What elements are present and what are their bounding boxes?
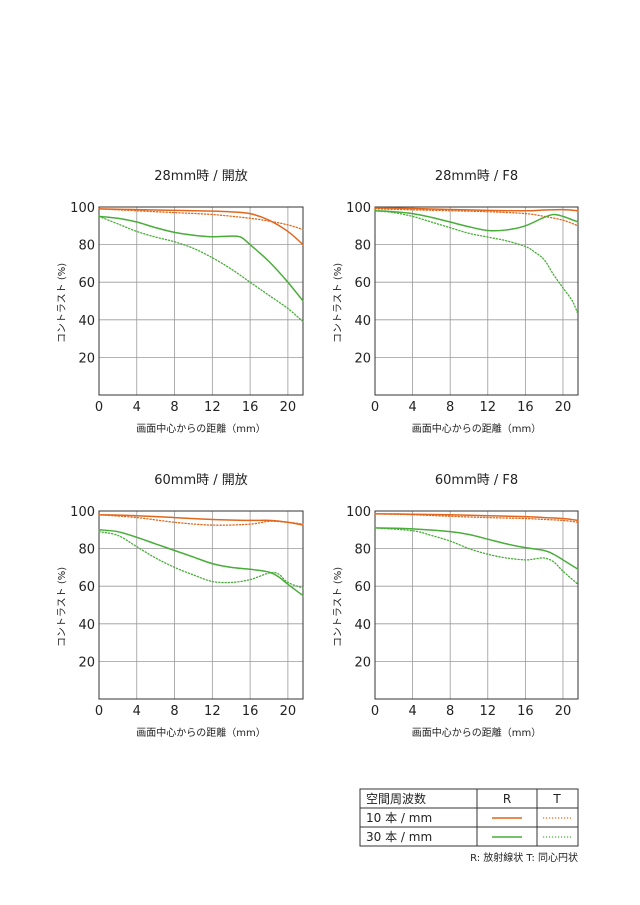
chart-title: 28mm時 / 開放	[154, 169, 248, 184]
legend-row-10: 10 本 / mm	[366, 811, 432, 825]
y-tick-label: 20	[78, 655, 95, 670]
mtf-chart: 28mm時 / 開放 0 4 8 12 16 20 20 40 60 80 100 画面中心からの距離（…	[56, 169, 304, 435]
x-tick-label: 12	[204, 704, 221, 719]
y-tick-label: 100	[70, 201, 95, 216]
series-line: 10本/mm R	[98, 208, 304, 246]
y-tick-label: 60	[78, 580, 95, 595]
series-line: 10本/mm R	[374, 207, 579, 212]
x-tick-label: 16	[242, 400, 259, 415]
x-tick-label: 16	[517, 704, 534, 719]
plot-frame	[374, 206, 579, 396]
plot-frame	[98, 510, 304, 700]
y-tick-label: 40	[78, 618, 95, 633]
x-tick-label: 0	[95, 400, 103, 415]
x-tick-label: 8	[170, 400, 178, 415]
y-tick-label: 100	[346, 505, 371, 520]
y-tick-label: 60	[354, 276, 371, 291]
x-tick-label: 4	[133, 704, 141, 719]
x-axis-label: 画面中心からの距離（mm）	[136, 726, 265, 739]
series-line: 30本/mm R	[374, 210, 579, 232]
legend-border	[359, 788, 579, 847]
series-line: 10本/mm R	[98, 514, 304, 526]
y-tick-label: 60	[78, 276, 95, 291]
legend-note: R: 放射線状 T: 同心円状	[470, 851, 578, 864]
x-tick-label: 0	[371, 400, 379, 415]
y-tick-label: 40	[78, 314, 95, 329]
mtf-chart: 60mm時 / 開放 0 4 8 12 16 20 20 40 60 80 100 画面中心からの距離（…	[56, 473, 304, 739]
series-line: 10本/mm T	[98, 514, 304, 526]
chart-grid: 28mm時 / 開放0 4 8 12 16 2020406080100画面中心からの距離（…	[56, 169, 579, 739]
y-axis-label: コントラスト (%)	[56, 567, 68, 647]
series-line: 30本/mm T	[374, 210, 579, 315]
x-tick-label: 8	[446, 400, 454, 415]
x-tick-label: 16	[242, 704, 259, 719]
x-tick-label: 4	[408, 704, 416, 719]
y-tick-label: 80	[78, 543, 95, 558]
x-tick-label: 0	[95, 704, 103, 719]
series-line: 30本/mm R	[374, 527, 579, 571]
legend-row-30: 30 本 / mm	[366, 830, 432, 844]
y-tick-label: 100	[70, 505, 95, 520]
x-tick-label: 20	[555, 400, 572, 415]
mtf-chart: 28mm時 / F8 0 4 8 12 16 20 20 40 60 80 100 画面中心からの距離（…	[332, 169, 579, 435]
x-tick-label: 20	[280, 704, 297, 719]
x-tick-label: 0	[371, 704, 379, 719]
x-tick-label: 20	[555, 704, 572, 719]
series-line: 10本/mm T	[98, 208, 304, 231]
plot-frame	[98, 206, 304, 396]
x-tick-label: 4	[408, 400, 416, 415]
x-tick-label: 12	[480, 400, 497, 415]
x-axis-label: 画面中心からの距離（mm）	[412, 422, 541, 435]
series-line: 10本/mm R	[374, 513, 579, 522]
y-axis-label: コントラスト (%)	[56, 263, 68, 343]
series-line: 30本/mm T	[374, 527, 579, 585]
y-tick-label: 20	[354, 351, 371, 366]
y-tick-label: 80	[354, 239, 371, 254]
legend-header: 空間周波数	[366, 791, 426, 806]
legend-col-r: R	[503, 792, 511, 806]
x-axis-label: 画面中心からの距離（mm）	[136, 422, 265, 435]
series-line: 30本/mm R	[98, 215, 304, 302]
plot-frame	[374, 510, 579, 700]
series-line: 30本/mm R	[98, 529, 304, 597]
x-axis-label: 画面中心からの距離（mm）	[412, 726, 541, 739]
y-axis-label: コントラスト (%)	[332, 263, 344, 343]
x-tick-label: 20	[280, 400, 297, 415]
y-tick-label: 60	[354, 580, 371, 595]
chart-title: 60mm時 / F8	[435, 473, 518, 488]
x-tick-label: 12	[480, 704, 497, 719]
x-tick-label: 12	[204, 400, 221, 415]
x-tick-label: 8	[170, 704, 178, 719]
series-line: 30本/mm T	[98, 215, 304, 323]
y-tick-label: 20	[354, 655, 371, 670]
x-tick-label: 8	[446, 704, 454, 719]
chart-title: 60mm時 / 開放	[154, 473, 248, 488]
y-tick-label: 100	[346, 201, 371, 216]
y-tick-label: 40	[354, 618, 371, 633]
mtf-chart: 60mm時 / F8 0 4 8 12 16 20 20 40 60 80 100 画面中心からの距離（…	[332, 473, 579, 739]
legend-table: 空間周波数 R T 10 本 / mm 30 本 / mm R: 放射線状 T:…	[359, 788, 579, 864]
y-tick-label: 40	[354, 314, 371, 329]
chart-title: 28mm時 / F8	[435, 169, 518, 184]
series-line: 10本/mm T	[374, 208, 579, 227]
series-line: 30本/mm T	[98, 531, 304, 589]
series-line: 10本/mm T	[374, 513, 579, 523]
y-tick-label: 80	[354, 543, 371, 558]
y-tick-label: 20	[78, 351, 95, 366]
legend-col-t: T	[552, 792, 561, 806]
y-tick-label: 80	[78, 239, 95, 254]
x-tick-label: 16	[517, 400, 534, 415]
y-axis-label: コントラスト (%)	[332, 567, 344, 647]
x-tick-label: 4	[133, 400, 141, 415]
